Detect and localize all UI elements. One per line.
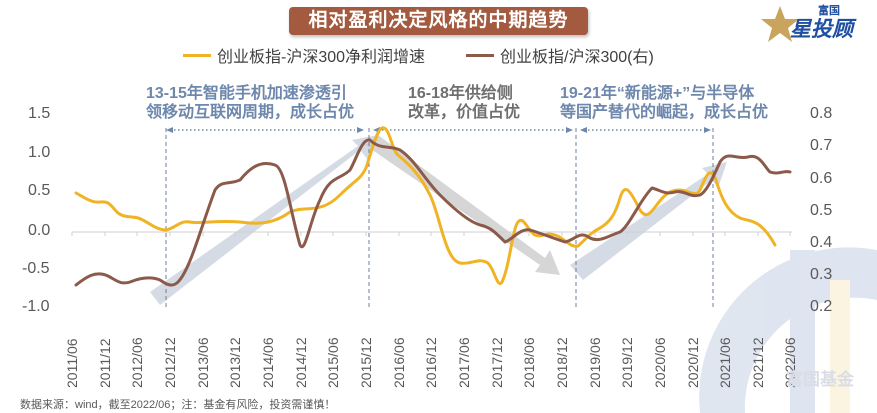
y-tick: 0.2	[810, 298, 833, 315]
annotation-value-2016-2018: 16-18年供给侧 改革，价值占优	[408, 84, 520, 122]
brand-logo: 富国 星投顾	[760, 2, 870, 42]
y-tick: 0.0	[28, 222, 51, 239]
x-tick: 2014/06	[260, 337, 276, 388]
x-tick: 2013/06	[195, 337, 211, 388]
y-tick: 1.0	[28, 144, 51, 161]
legend-label: 创业板指-沪深300净利润增速	[217, 49, 426, 66]
logo-small-text: 富国	[818, 5, 840, 17]
legend-item-profit-growth: 创业板指-沪深300净利润增速	[183, 43, 425, 67]
series-profit-growth-line	[74, 126, 777, 286]
x-tick: 2018/12	[554, 337, 570, 388]
x-tick: 2021/06	[717, 337, 733, 388]
annotation-line: 等国产替代的崛起，成长占优	[560, 104, 769, 121]
x-tick: 2019/12	[619, 337, 635, 388]
x-tick: 2011/06	[64, 338, 80, 388]
watermark-text: 富国基金	[786, 370, 854, 389]
x-tick: 2013/12	[227, 337, 243, 388]
y-tick: -1.0	[22, 298, 50, 315]
y-tick: 0.3	[810, 266, 833, 283]
y-tick: 0.5	[810, 202, 833, 219]
watermark-shape	[699, 247, 877, 413]
star-icon	[761, 6, 799, 42]
annotation-line: 16-18年供给侧	[408, 85, 513, 102]
y-tick: 0.8	[810, 105, 833, 122]
annotation-growth-2013-2015: 13-15年智能手机加速渗透引 领移动互联网周期，成长占优	[146, 84, 354, 122]
x-tick: 2011/12	[97, 338, 113, 388]
y-tick: 0.4	[810, 234, 833, 251]
annotation-line: 13-15年智能手机加速渗透引	[146, 85, 347, 102]
chart-legend: 创业板指-沪深300净利润增速 创业板指/沪深300(右)	[0, 43, 877, 67]
annotation-line: 19-21年“新能源+”与半导体	[560, 85, 755, 102]
y-tick: 0.5	[28, 182, 51, 199]
y-tick: 0.6	[810, 170, 833, 187]
x-tick: 2021/12	[750, 337, 766, 388]
annotation-line: 领移动互联网周期，成长占优	[146, 104, 355, 121]
annotation-line: 改革，价值占优	[408, 104, 521, 121]
legend-swatch-icon	[466, 53, 494, 57]
x-tick: 2018/06	[521, 337, 537, 388]
x-tick: 2020/06	[652, 337, 668, 388]
x-tick: 2012/12	[162, 337, 178, 388]
x-tick: 2016/12	[423, 337, 439, 388]
legend-swatch-icon	[183, 53, 211, 57]
legend-label: 创业板指/沪深300(右)	[500, 49, 654, 66]
x-tick: 2019/06	[587, 337, 603, 388]
trend-arrows	[150, 135, 378, 305]
y-tick: 1.5	[28, 105, 51, 122]
legend-item-ratio: 创业板指/沪深300(右)	[466, 43, 654, 67]
x-tick: 2015/06	[325, 337, 341, 388]
x-ticks	[71, 232, 791, 236]
annotation-growth-2019-2021: 19-21年“新能源+”与半导体 等国产替代的崛起，成长占优	[560, 84, 768, 122]
y-tick: 0.7	[810, 137, 833, 154]
footer-source-note: 数据来源：wind，截至2022/06；注：基金有风险，投资需谨慎！	[20, 399, 336, 411]
x-tick: 2014/12	[293, 337, 309, 388]
y-tick: -0.5	[22, 260, 50, 277]
logo-big-text: 星投顾	[790, 18, 853, 41]
x-tick: 2016/06	[391, 337, 407, 388]
x-tick: 2015/12	[358, 337, 374, 388]
series-ratio-line	[74, 138, 792, 287]
x-tick: 2012/06	[129, 337, 145, 388]
x-tick: 2020/12	[685, 337, 701, 388]
x-tick: 2017/06	[456, 337, 472, 388]
chart-title: 相对盈利决定风格的中期趋势	[289, 7, 588, 35]
x-tick: 2017/12	[489, 337, 505, 388]
